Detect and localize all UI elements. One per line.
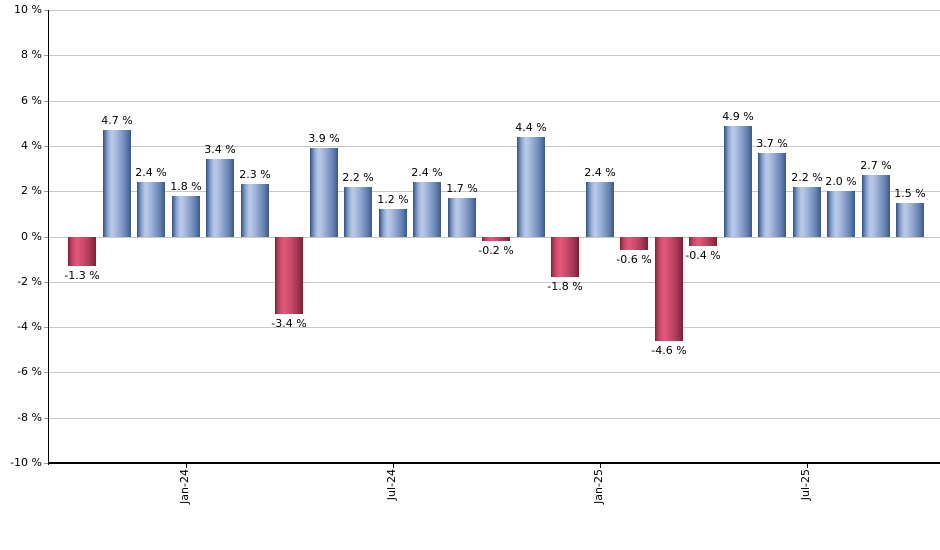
- y-tick-label: -6 %: [17, 365, 42, 378]
- bar-value-label: 2.4 %: [584, 166, 616, 179]
- y-tick-label: 2 %: [21, 184, 42, 197]
- x-axis-line: [48, 462, 940, 464]
- bar: [413, 182, 441, 237]
- bar: [310, 148, 338, 237]
- bar-value-label: -1.3 %: [64, 269, 100, 282]
- bar: [793, 187, 821, 237]
- x-tick-label: Jan-24: [178, 469, 191, 504]
- bar: [827, 191, 855, 237]
- bar-value-label: 4.7 %: [101, 114, 133, 127]
- x-tick-mark: [600, 463, 601, 468]
- bar: [275, 237, 303, 314]
- bar: [206, 159, 234, 237]
- y-tick-label: 10 %: [14, 3, 42, 16]
- y-tick-label: -4 %: [17, 320, 42, 333]
- y-tick-label: -8 %: [17, 411, 42, 424]
- bar: [689, 237, 717, 246]
- bar: [655, 237, 683, 341]
- bar: [241, 184, 269, 237]
- y-tick-label: -10 %: [10, 456, 42, 469]
- bar: [68, 237, 96, 266]
- y-tick-mark: [44, 327, 48, 328]
- y-tick-label: 8 %: [21, 48, 42, 61]
- bar-value-label: -4.6 %: [651, 344, 687, 357]
- x-tick-mark: [807, 463, 808, 468]
- bar: [586, 182, 614, 237]
- gridline: [48, 10, 940, 11]
- gridline: [48, 282, 940, 283]
- y-tick-label: 6 %: [21, 94, 42, 107]
- bar-value-label: 1.5 %: [894, 187, 926, 200]
- bar: [379, 209, 407, 237]
- bar: [482, 237, 510, 241]
- bar-value-label: -0.6 %: [616, 253, 652, 266]
- bar-value-label: 2.2 %: [791, 171, 823, 184]
- bar-value-label: 4.9 %: [722, 110, 754, 123]
- bar-value-label: 3.4 %: [204, 143, 236, 156]
- bar: [758, 153, 786, 237]
- bar-value-label: -0.2 %: [478, 244, 514, 257]
- bar-value-label: 1.2 %: [377, 193, 409, 206]
- bar: [620, 237, 648, 250]
- y-tick-label: 4 %: [21, 139, 42, 152]
- bar: [344, 187, 372, 237]
- bar-value-label: -1.8 %: [547, 280, 583, 293]
- bar: [448, 198, 476, 237]
- bar-value-label: 4.4 %: [515, 121, 547, 134]
- gridline: [48, 418, 940, 419]
- bar: [103, 130, 131, 237]
- y-tick-mark: [44, 191, 48, 192]
- gridline: [48, 191, 940, 192]
- bar: [862, 175, 890, 237]
- bar-value-label: 1.7 %: [446, 182, 478, 195]
- bar: [551, 237, 579, 277]
- y-axis-line: [48, 10, 49, 465]
- bar-value-label: -0.4 %: [685, 249, 721, 262]
- y-tick-mark: [44, 146, 48, 147]
- x-tick-mark: [393, 463, 394, 468]
- gridline: [48, 55, 940, 56]
- bar-value-label: 2.4 %: [411, 166, 443, 179]
- gridline: [48, 372, 940, 373]
- x-tick-label: Jul-25: [799, 469, 812, 501]
- x-tick-mark: [186, 463, 187, 468]
- y-tick-mark: [44, 463, 48, 464]
- y-tick-label: -2 %: [17, 275, 42, 288]
- gridline: [48, 146, 940, 147]
- bar-value-label: 2.3 %: [239, 168, 271, 181]
- bar: [517, 137, 545, 237]
- bar: [137, 182, 165, 237]
- y-tick-mark: [44, 372, 48, 373]
- bar-value-label: 2.0 %: [825, 175, 857, 188]
- bar-value-label: -3.4 %: [271, 317, 307, 330]
- bar: [172, 196, 200, 237]
- bar-value-label: 2.4 %: [135, 166, 167, 179]
- x-tick-label: Jul-24: [385, 469, 398, 501]
- y-tick-mark: [44, 282, 48, 283]
- y-tick-mark: [44, 418, 48, 419]
- bar-value-label: 2.7 %: [860, 159, 892, 172]
- x-tick-label: Jan-25: [592, 469, 605, 504]
- y-tick-mark: [44, 101, 48, 102]
- bar: [724, 126, 752, 237]
- bar: [896, 203, 924, 237]
- bar-value-label: 3.9 %: [308, 132, 340, 145]
- gridline: [48, 101, 940, 102]
- bar-value-label: 1.8 %: [170, 180, 202, 193]
- gridline: [48, 327, 940, 328]
- y-tick-mark: [44, 10, 48, 11]
- y-tick-mark: [44, 55, 48, 56]
- y-tick-mark: [44, 237, 48, 238]
- bar-value-label: 2.2 %: [342, 171, 374, 184]
- y-tick-label: 0 %: [21, 230, 42, 243]
- bar-value-label: 3.7 %: [756, 137, 788, 150]
